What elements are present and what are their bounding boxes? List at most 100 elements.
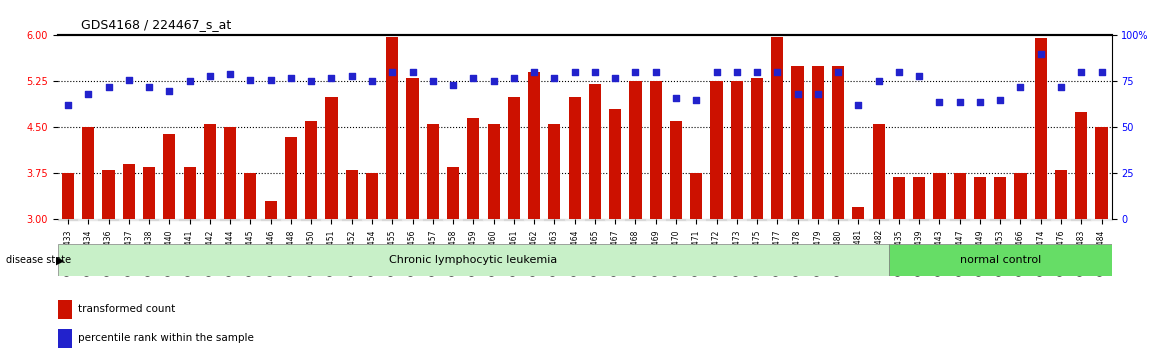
Point (789, 91, 807, 97)
Bar (244, 173, 257, 219)
Bar (58, 300, 73, 319)
Point (910, 73, 929, 79)
Text: GDS4168 / 224467_s_at: GDS4168 / 224467_s_at (81, 18, 232, 31)
Point (1092, 69, 1111, 75)
Bar (752, 78, 763, 219)
Bar (406, 78, 419, 219)
Point (302, 79, 321, 84)
Point (808, 91, 827, 97)
Point (505, 75, 523, 81)
Bar (366, 173, 378, 219)
Bar (123, 164, 134, 219)
Bar (468, 118, 479, 219)
Bar (447, 167, 459, 219)
Bar (852, 207, 864, 219)
Bar (589, 85, 601, 219)
Point (849, 103, 867, 108)
Point (221, 71, 240, 77)
Point (160, 88, 178, 93)
Bar (285, 137, 296, 219)
Point (525, 69, 543, 75)
Text: normal control: normal control (960, 255, 1041, 265)
Bar (954, 173, 966, 219)
Bar (345, 170, 358, 219)
Point (870, 79, 888, 84)
FancyBboxPatch shape (889, 244, 1112, 276)
Bar (305, 121, 317, 219)
FancyBboxPatch shape (58, 244, 889, 276)
Point (403, 69, 422, 75)
Bar (690, 173, 702, 219)
Bar (528, 72, 540, 219)
Point (586, 69, 604, 75)
Text: percentile rank within the sample: percentile rank within the sample (79, 333, 254, 343)
Bar (325, 97, 338, 219)
Point (606, 75, 624, 81)
Bar (386, 36, 398, 219)
Point (667, 95, 686, 101)
Bar (1075, 112, 1087, 219)
Point (262, 77, 280, 82)
Bar (812, 66, 824, 219)
Point (1032, 51, 1050, 57)
Bar (204, 124, 215, 219)
Point (727, 69, 746, 75)
Point (200, 73, 219, 79)
Point (768, 69, 786, 75)
Bar (507, 97, 520, 219)
Bar (1055, 170, 1068, 219)
Point (951, 99, 969, 104)
Text: transformed count: transformed count (79, 304, 175, 314)
Bar (1014, 173, 1027, 219)
Bar (792, 66, 804, 219)
Bar (1095, 127, 1108, 219)
Bar (630, 81, 642, 219)
Bar (873, 124, 885, 219)
Point (565, 69, 584, 75)
Point (322, 75, 340, 81)
Point (343, 73, 361, 79)
Point (464, 75, 483, 81)
Point (970, 99, 989, 104)
Bar (144, 167, 155, 219)
Bar (549, 124, 560, 219)
Bar (914, 177, 925, 219)
Text: Chronic lymphocytic leukemia: Chronic lymphocytic leukemia (389, 255, 557, 265)
Bar (61, 173, 74, 219)
Bar (225, 127, 236, 219)
Bar (933, 173, 945, 219)
Bar (82, 127, 94, 219)
Bar (833, 66, 844, 219)
Bar (426, 124, 439, 219)
Bar (58, 329, 73, 348)
Bar (163, 133, 176, 219)
Point (181, 79, 199, 84)
Point (140, 84, 159, 90)
Point (424, 79, 442, 84)
Point (1051, 84, 1070, 90)
Text: ▶: ▶ (56, 255, 64, 265)
Point (119, 77, 138, 82)
Point (708, 69, 726, 75)
Bar (569, 97, 580, 219)
Bar (102, 170, 115, 219)
Bar (710, 81, 723, 219)
Point (748, 69, 767, 75)
Bar (731, 81, 743, 219)
Point (484, 79, 503, 84)
Bar (974, 177, 987, 219)
Point (991, 97, 1010, 103)
Point (1072, 69, 1091, 75)
Bar (1035, 39, 1047, 219)
Point (444, 82, 462, 88)
Point (687, 97, 705, 103)
Point (889, 69, 908, 75)
Point (383, 69, 402, 75)
Point (281, 75, 300, 81)
Point (59, 103, 78, 108)
Bar (183, 167, 196, 219)
Bar (650, 81, 662, 219)
Point (646, 69, 665, 75)
Bar (771, 36, 783, 219)
Bar (264, 201, 277, 219)
